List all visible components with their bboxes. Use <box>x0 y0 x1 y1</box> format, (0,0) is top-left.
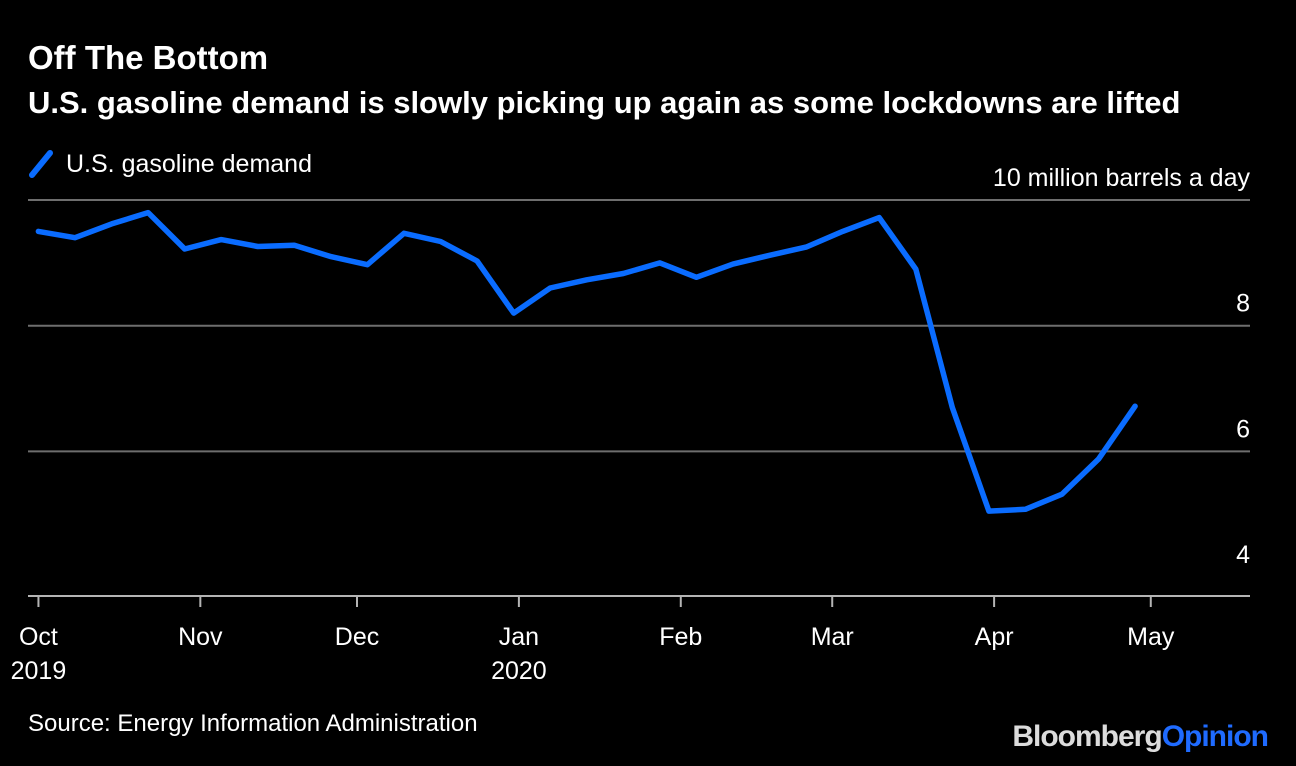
data-point-25 <box>950 405 955 410</box>
x-tick-label-oct: Oct <box>19 623 58 651</box>
data-point-30 <box>1133 404 1138 409</box>
data-point-3 <box>146 210 151 215</box>
gridlines <box>28 199 1250 453</box>
data-point-6 <box>255 244 260 249</box>
y-tick-label-10: 10 million barrels a day <box>993 164 1251 192</box>
data-point-24 <box>913 267 918 272</box>
data-point-11 <box>438 239 443 244</box>
data-point-21 <box>804 245 809 250</box>
x-tick-sublabel-2019: 2019 <box>11 657 67 685</box>
data-point-15 <box>584 277 589 282</box>
x-tick-label-jan: Jan <box>499 623 539 651</box>
y-tick-label-8: 8 <box>1236 290 1250 318</box>
x-tick-label-dec: Dec <box>335 623 379 651</box>
data-point-10 <box>402 231 407 236</box>
y-tick-label-6: 6 <box>1236 415 1250 443</box>
data-point-4 <box>182 247 187 252</box>
data-point-2 <box>109 221 114 226</box>
y-tick-label-4: 4 <box>1236 541 1250 569</box>
data-point-7 <box>292 243 297 248</box>
data-point-18 <box>694 275 699 280</box>
data-point-29 <box>1096 456 1101 461</box>
source-note: Source: Energy Information Administratio… <box>28 710 478 737</box>
data-point-20 <box>767 253 772 258</box>
data-point-17 <box>657 260 662 265</box>
x-tick-sublabel-2020: 2020 <box>491 657 547 685</box>
brand-secondary: Opinion <box>1161 720 1269 753</box>
legend-line-icon <box>29 150 53 178</box>
data-point-5 <box>219 237 224 242</box>
data-point-27 <box>1023 507 1028 512</box>
x-axis <box>28 595 1250 607</box>
legend-line-swatch <box>29 150 53 178</box>
data-point-22 <box>840 229 845 234</box>
data-point-26 <box>986 509 991 514</box>
data-point-16 <box>621 271 626 276</box>
data-point-0 <box>36 229 41 234</box>
x-tick-label-mar: Mar <box>811 623 854 651</box>
chart-title: Off The Bottom <box>28 39 269 76</box>
chart-subtitle: U.S. gasoline demand is slowly picking u… <box>28 85 1181 120</box>
legend-label: U.S. gasoline demand <box>66 149 312 178</box>
series-group <box>35 209 1138 514</box>
brand-logo: BloombergOpinion <box>1012 720 1269 754</box>
y-axis-labels: 4 6 8 10 million barrels a day <box>993 164 1251 569</box>
data-point-9 <box>365 262 370 267</box>
x-axis-labels: Oct 2019 Nov Dec Jan 2020 Feb Mar Apr May <box>11 623 1175 685</box>
data-point-19 <box>731 262 736 267</box>
x-tick-label-may: May <box>1127 623 1175 651</box>
data-point-14 <box>548 286 553 291</box>
data-point-28 <box>1060 492 1065 497</box>
legend: U.S. gasoline demand <box>28 146 312 182</box>
data-point-13 <box>511 311 516 316</box>
data-point-8 <box>328 254 333 259</box>
x-tick-label-feb: Feb <box>659 623 702 651</box>
data-point-23 <box>877 215 882 220</box>
line-chart: 4 6 8 10 million barrels a day Oct 2019 Nov De… <box>11 164 1251 685</box>
x-tick-label-apr: Apr <box>975 623 1014 651</box>
series-line-0 <box>35 209 1138 514</box>
brand-primary: Bloomberg <box>1012 720 1162 753</box>
data-point-12 <box>475 258 480 263</box>
x-tick-label-nov: Nov <box>178 623 223 651</box>
data-point-1 <box>73 235 78 240</box>
